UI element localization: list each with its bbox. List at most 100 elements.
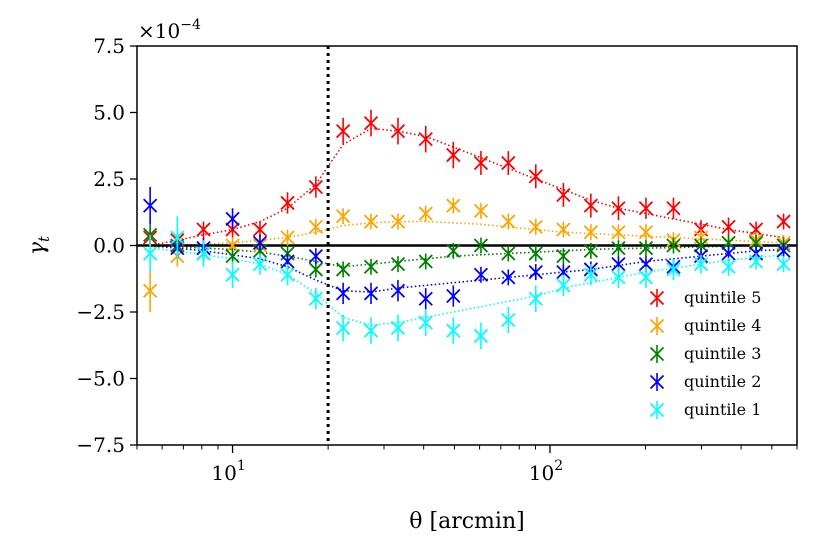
- marker-stroke: [225, 249, 240, 264]
- data-point-q1: [501, 306, 516, 334]
- y-tick-label: −5.0: [76, 367, 125, 391]
- marker-stroke: [501, 155, 516, 171]
- data-point-q2: [143, 186, 158, 225]
- marker-stroke: [666, 262, 681, 277]
- data-point-q3: [583, 242, 598, 259]
- marker-stroke: [363, 214, 379, 229]
- data-point-q4: [418, 205, 433, 222]
- marker-stroke: [528, 219, 543, 235]
- data-point-q4: [611, 224, 626, 241]
- data-point-q2: [528, 264, 543, 281]
- data-point-q1: [528, 285, 543, 312]
- data-point-q1: [693, 254, 709, 274]
- marker-stroke: [721, 246, 736, 261]
- marker-stroke: [418, 131, 433, 147]
- marker-stroke: [721, 235, 736, 250]
- marker-stroke: [335, 123, 351, 139]
- marker-stroke: [418, 254, 433, 269]
- data-point-q4: [363, 213, 379, 230]
- marker-stroke: [583, 243, 598, 258]
- model-curve-q5: [149, 127, 784, 247]
- data-point-q4: [556, 221, 571, 238]
- model-curve-q2: [150, 244, 784, 293]
- marker-stroke: [748, 254, 764, 269]
- marker-stroke: [693, 256, 709, 272]
- data-point-q2: [776, 242, 791, 259]
- y-tick-label: 2.5: [93, 167, 125, 191]
- marker-stroke: [528, 291, 543, 306]
- data-point-q2: [308, 248, 324, 265]
- data-point-q4: [528, 218, 543, 235]
- marker-stroke: [196, 246, 211, 261]
- x-tick-exponent: 1: [237, 458, 246, 474]
- y-axis-title-sub: t: [35, 235, 53, 242]
- x-tick-label: 102: [529, 458, 563, 485]
- data-point-q2: [501, 269, 516, 286]
- marker-stroke: [335, 262, 351, 277]
- data-point-q2: [418, 288, 433, 310]
- data-point-q1: [280, 264, 295, 286]
- model-curve-q1: [150, 247, 784, 327]
- data-point-q5: [363, 109, 379, 137]
- marker-stroke: [446, 288, 461, 304]
- data-point-q2: [225, 208, 240, 230]
- marker-stroke: [556, 187, 571, 203]
- marker-stroke: [252, 222, 268, 237]
- data-point-q1: [390, 314, 406, 342]
- legend-item-q3: quintile 3: [649, 344, 761, 363]
- marker-stroke: [143, 283, 158, 298]
- marker-stroke: [473, 328, 489, 344]
- data-point-q5: [308, 176, 324, 198]
- y-tick-label: 7.5: [93, 34, 125, 58]
- x-tick-base: 10: [211, 461, 236, 485]
- data-point-q4: [143, 269, 158, 312]
- marker-stroke: [308, 219, 324, 235]
- marker-stroke: [473, 155, 489, 171]
- data-point-q1: [583, 264, 598, 286]
- data-point-q3: [528, 245, 543, 262]
- data-point-q3: [556, 248, 571, 265]
- y-tick-label: 0.0: [93, 234, 125, 258]
- data-point-q1: [446, 317, 461, 344]
- marker-stroke: [390, 256, 406, 272]
- marker-stroke: [418, 315, 433, 330]
- x-tick-base: 10: [529, 461, 554, 485]
- x-tick-exponent: 2: [554, 458, 563, 474]
- marker-stroke: [280, 195, 295, 211]
- marker-stroke: [638, 270, 654, 285]
- data-point-q5: [721, 217, 736, 237]
- marker-stroke: [308, 249, 324, 264]
- marker-stroke: [280, 254, 295, 269]
- marker-stroke: [721, 259, 736, 274]
- marker-stroke: [583, 267, 598, 282]
- data-point-q2: [473, 266, 489, 283]
- data-point-q2: [446, 285, 461, 307]
- data-points: [143, 109, 791, 350]
- marker-stroke: [556, 249, 571, 264]
- data-point-q5: [583, 193, 598, 218]
- marker-stroke: [501, 246, 516, 261]
- data-point-q5: [280, 192, 295, 214]
- data-point-q3: [363, 258, 379, 275]
- data-point-q3: [501, 245, 516, 262]
- marker-stroke: [776, 214, 791, 229]
- data-point-q1: [252, 253, 268, 275]
- marker-stroke: [638, 256, 654, 272]
- data-point-q5: [528, 164, 543, 189]
- data-point-q5: [556, 182, 571, 207]
- data-point-q4: [446, 197, 461, 214]
- data-point-q1: [363, 317, 379, 344]
- data-point-q3: [418, 253, 433, 270]
- data-point-q4: [638, 224, 654, 241]
- marker-stroke: [363, 116, 379, 131]
- marker-stroke: [721, 219, 736, 235]
- marker-stroke: [390, 214, 406, 229]
- marker-stroke: [638, 225, 654, 240]
- data-point-q5: [335, 117, 351, 145]
- legend-label: quintile 4: [684, 316, 761, 335]
- marker-stroke: [611, 241, 626, 256]
- marker-stroke: [556, 264, 571, 280]
- marker-stroke: [473, 203, 489, 219]
- legend-item-q5: quintile 5: [649, 288, 761, 307]
- legend-item-q1: quintile 1: [649, 400, 761, 419]
